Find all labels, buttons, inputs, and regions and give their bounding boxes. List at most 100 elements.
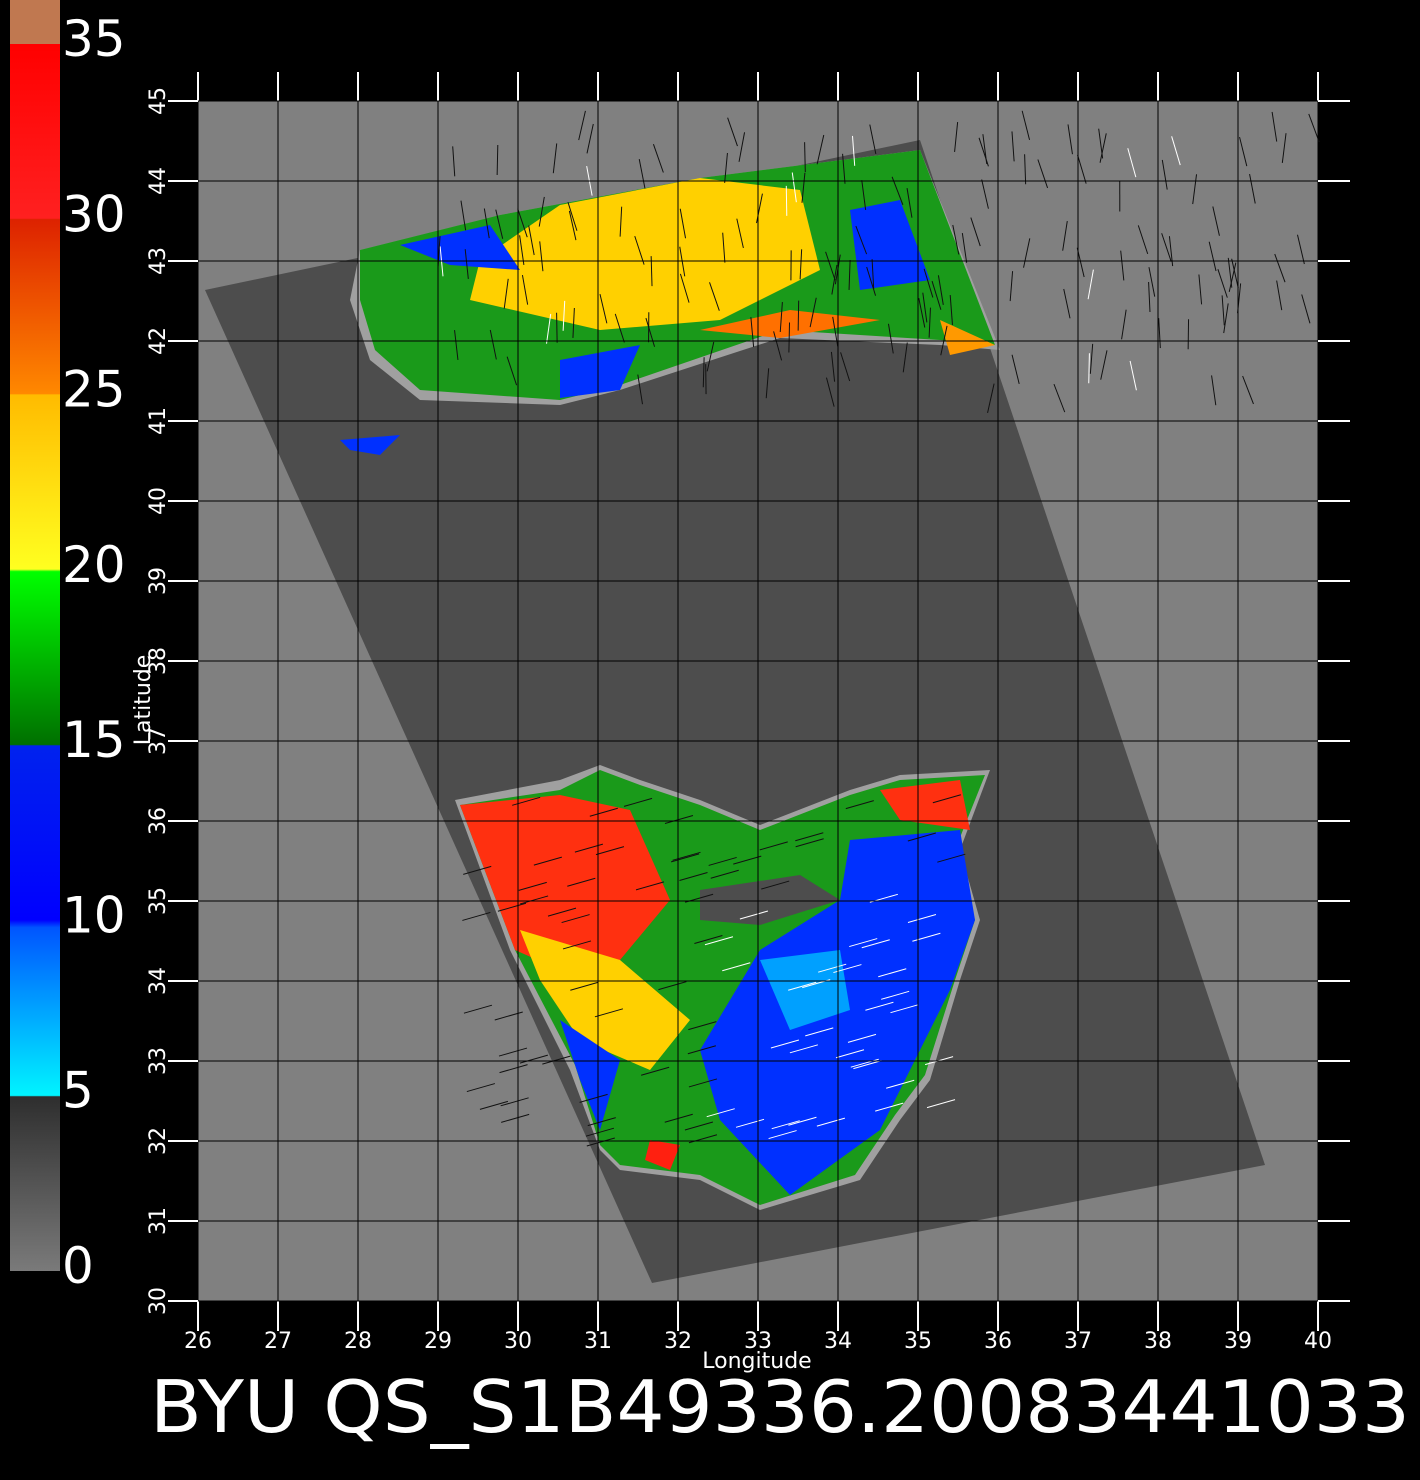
y-tick-label: 40 (146, 487, 171, 515)
wind-barb (585, 1127, 615, 1137)
wind-barb (865, 1001, 894, 1011)
grid: 26 27 28 29 30 31 32 33 34 35 36 37 38 39 40 30 31 32 33 34… (146, 72, 1350, 1354)
wind-barb (1274, 253, 1286, 283)
wind-barb (931, 280, 942, 310)
wind-barb (567, 201, 578, 231)
wind-barb (547, 907, 577, 917)
colorbar (10, 44, 60, 1271)
colorbar-label: 25 (62, 361, 126, 419)
wind-barb (1011, 131, 1015, 162)
wind-barb (759, 841, 788, 851)
wind-barb (586, 123, 594, 154)
wind-barb (670, 853, 700, 863)
wind-barb (512, 796, 541, 806)
wind-barb (1171, 136, 1181, 166)
wind-barb (750, 317, 755, 348)
wind-barb (768, 1130, 797, 1140)
wind-barb (462, 911, 491, 921)
wind-barb (978, 137, 989, 167)
y-axis-label: Latitude (131, 655, 156, 746)
wind-barb (533, 856, 562, 866)
wind-barb (679, 246, 686, 277)
wind-barb (1198, 274, 1203, 305)
wind-barb (538, 196, 545, 227)
wind-barb (572, 307, 575, 338)
wind-barb (684, 1121, 714, 1131)
wind-barb (688, 1078, 718, 1088)
wind-barb (710, 869, 739, 879)
wind-barb (1242, 375, 1254, 405)
wind-barb (922, 292, 928, 323)
wind-barb (906, 188, 913, 218)
wind-barb (830, 351, 836, 382)
wind-barb (704, 936, 734, 946)
x-tick-label: 35 (904, 1329, 932, 1354)
x-tick-label: 37 (1064, 1329, 1092, 1354)
wind-barb (866, 266, 877, 296)
wind-barb (587, 1117, 616, 1127)
x-tick-label: 33 (744, 1329, 772, 1354)
wind-barb (614, 313, 625, 343)
wind-barb (528, 225, 535, 256)
wind-barb (912, 932, 941, 942)
wind-barb (1009, 271, 1014, 302)
wind-barb (570, 981, 599, 991)
wind-barb (521, 274, 529, 305)
wind-barb (1228, 262, 1237, 292)
wind-barb (779, 302, 783, 333)
wind-barb (1089, 343, 1094, 374)
wind-barb (634, 235, 645, 265)
x-tick-label: 27 (264, 1329, 292, 1354)
wind-barb (1161, 159, 1168, 190)
wind-barb (679, 872, 708, 881)
wind-barb (875, 1102, 904, 1112)
wind-barb (970, 217, 981, 247)
wind-barb (641, 1066, 670, 1076)
wind-barb (652, 144, 664, 173)
wind-barb (694, 935, 723, 944)
wind-barb (1024, 154, 1027, 185)
wind-barb (466, 1083, 495, 1093)
wind-barb (658, 981, 687, 991)
wind-barb (805, 1027, 834, 1037)
wind-barb (479, 1100, 509, 1110)
wind-barb (489, 329, 497, 360)
wind-barb (463, 1004, 493, 1014)
wind-barb (907, 914, 937, 923)
x-tick-label: 32 (664, 1329, 692, 1354)
y-tick-label: 42 (146, 327, 171, 355)
wind-barb (687, 1045, 716, 1055)
wind-barb (539, 241, 544, 272)
wind-barb (842, 153, 846, 184)
wind-barb (733, 855, 762, 865)
wind-barb (706, 341, 715, 372)
wind-barb (961, 232, 968, 263)
x-tick-label: 30 (504, 1329, 532, 1354)
wind-barb (664, 1113, 693, 1123)
x-tick-label: 29 (424, 1329, 452, 1354)
wind-barb (460, 200, 467, 231)
wind-barb (1100, 350, 1108, 380)
wind-barb (599, 294, 608, 324)
wind-barb (586, 1137, 615, 1147)
wind-barb (702, 357, 705, 388)
wind-barb (1062, 220, 1068, 251)
wind-barb (454, 330, 459, 360)
wind-barb (902, 342, 908, 373)
wind-barb (542, 1055, 571, 1065)
wind-barb (594, 1008, 624, 1018)
colorbar-label: 5 (62, 1062, 94, 1120)
title: BYU QS_S1B49336.20083441033 (150, 1365, 1410, 1449)
wind-barb (818, 963, 847, 973)
x-tick-label: 38 (1144, 1329, 1172, 1354)
wind-barb (562, 940, 592, 950)
wind-barb (1023, 238, 1031, 268)
wind-barb (519, 895, 549, 905)
x-axis-label: Longitude (702, 1349, 811, 1374)
wind-barb (1297, 234, 1305, 265)
wind-barb (937, 275, 944, 305)
wind-barb (517, 208, 528, 238)
wind-barb (825, 377, 835, 407)
y-tick-label: 30 (146, 1287, 171, 1315)
